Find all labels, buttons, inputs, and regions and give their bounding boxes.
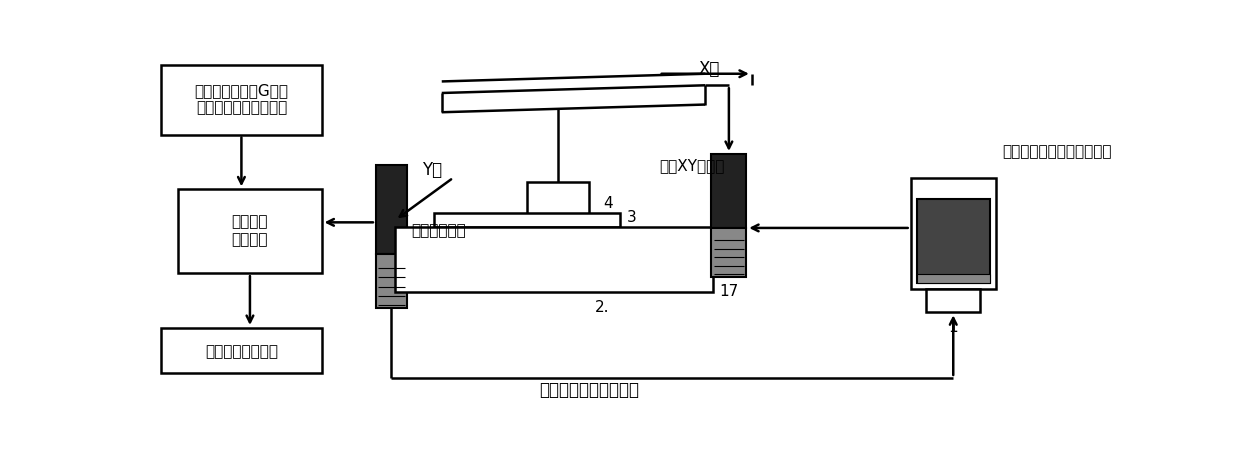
Text: 控制XY轴运动: 控制XY轴运动 [658, 158, 724, 173]
Text: Y轴: Y轴 [423, 161, 443, 179]
Text: 图像信息采集: 图像信息采集 [410, 222, 465, 238]
Bar [527, 182, 589, 224]
Bar [161, 328, 321, 374]
Bar [926, 290, 981, 313]
Bar [544, 224, 572, 243]
Text: 上位计算机解析G代码
生成工业相机运动路径: 上位计算机解析G代码 生成工业相机运动路径 [195, 83, 289, 115]
Text: 发送运动指令至运动控制卡: 发送运动指令至运动控制卡 [1003, 144, 1112, 159]
Text: 发送图像信息至上位机: 发送图像信息至上位机 [539, 380, 639, 399]
Text: 3: 3 [626, 209, 636, 224]
Text: 采取图像
图像处理: 采取图像 图像处理 [232, 214, 268, 246]
Bar [916, 200, 990, 283]
Text: X轴: X轴 [698, 60, 719, 77]
Bar [396, 228, 713, 293]
Bar [712, 155, 746, 228]
Text: 4: 4 [604, 196, 614, 211]
Bar [434, 214, 620, 228]
Bar [179, 190, 321, 273]
Bar [916, 274, 990, 283]
Text: 17: 17 [719, 284, 739, 299]
Text: 2.: 2. [594, 299, 609, 314]
Bar [910, 178, 996, 290]
Bar [376, 166, 407, 254]
Bar [376, 254, 407, 308]
Bar [161, 66, 321, 135]
Text: 1: 1 [949, 319, 959, 334]
Text: 飞边凸起识别检测: 飞边凸起识别检测 [205, 344, 278, 358]
Bar [712, 228, 746, 278]
